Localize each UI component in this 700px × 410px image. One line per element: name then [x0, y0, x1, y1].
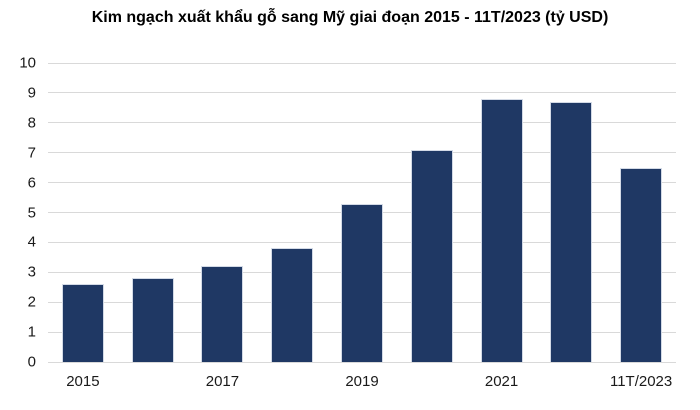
y-axis-tick-label: 0 [27, 353, 36, 371]
gridline [48, 62, 676, 64]
y-axis-tick-label: 9 [27, 84, 36, 102]
bar-2021 [480, 98, 523, 362]
y-axis: 0 1 2 3 4 5 6 7 8 9 10 [0, 56, 42, 370]
bar-2017 [201, 266, 244, 362]
y-axis-tick-label: 10 [19, 54, 36, 72]
bar-2019 [341, 203, 383, 362]
x-axis-tick-label: 2017 [205, 373, 240, 390]
x-axis-tick-label: 11T/2023 [609, 373, 673, 390]
gridline [48, 122, 676, 124]
y-axis-tick-label: 1 [27, 323, 36, 341]
gridline [48, 92, 676, 94]
gridline [48, 182, 676, 184]
y-axis-tick-label: 7 [27, 144, 36, 162]
bar-2020 [410, 149, 453, 362]
y-axis-tick-label: 8 [27, 114, 36, 132]
bar-2022 [550, 101, 593, 362]
chart-title: Kim ngạch xuất khẩu gỗ sang Mỹ giai đoạn… [91, 9, 609, 26]
x-axis: 2015 2017 2019 2021 11T/2023 [48, 366, 676, 396]
gridline [48, 361, 676, 363]
plot-area [48, 62, 676, 363]
gridline [48, 152, 676, 154]
bar-2018 [271, 248, 314, 362]
x-axis-tick-label: 2019 [345, 373, 379, 390]
bar-2016 [131, 278, 174, 362]
y-axis-tick-label: 4 [27, 233, 36, 251]
y-axis-tick-label: 3 [27, 263, 36, 281]
bar-2015 [61, 284, 104, 362]
y-axis-tick-label: 5 [27, 204, 36, 221]
y-axis-tick-label: 6 [27, 174, 36, 192]
x-axis-tick-label: 2021 [484, 373, 519, 390]
x-axis-tick-label: 2015 [66, 373, 100, 390]
y-axis-tick-label: 2 [27, 293, 36, 311]
bar-11T/2023 [620, 167, 663, 362]
